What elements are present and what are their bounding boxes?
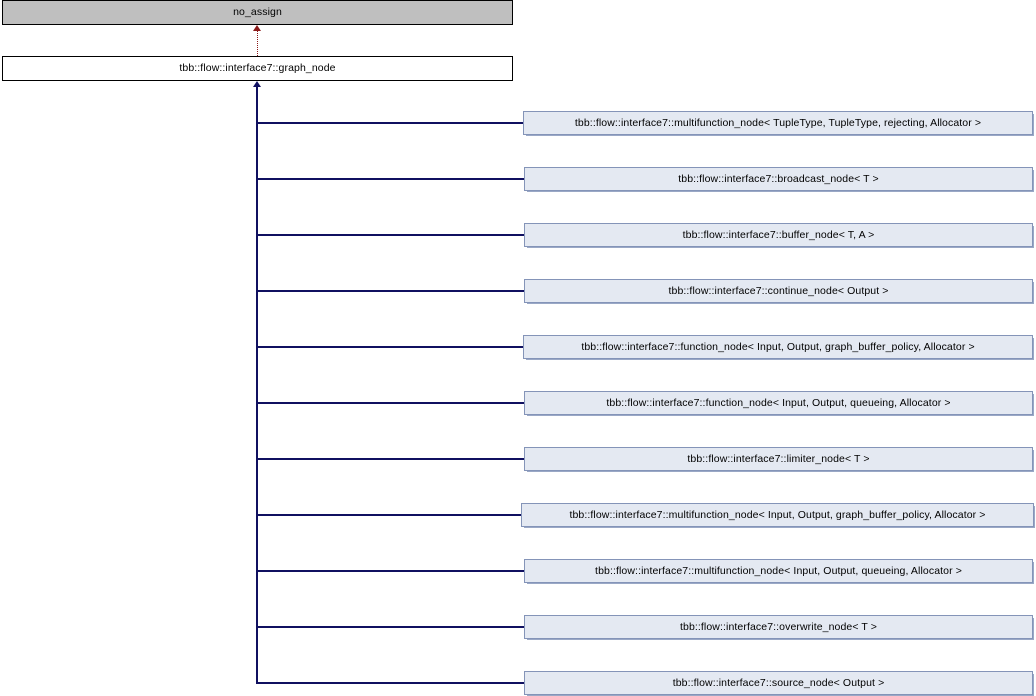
- class-label: tbb::flow::interface7::graph_node: [179, 62, 336, 75]
- class-box-overwrite-node[interactable]: tbb::flow::interface7::overwrite_node< T…: [524, 615, 1033, 639]
- class-label: no_assign: [233, 6, 282, 19]
- class-label: tbb::flow::interface7::continue_node< Ou…: [668, 284, 889, 297]
- class-box-no-assign[interactable]: no_assign: [2, 0, 513, 25]
- class-box-buffer-node[interactable]: tbb::flow::interface7::buffer_node< T, A…: [524, 223, 1033, 247]
- class-box-function-node-queueing[interactable]: tbb::flow::interface7::function_node< In…: [524, 391, 1033, 415]
- connector-trunk: [256, 86, 258, 684]
- class-label: tbb::flow::interface7::multifunction_nod…: [574, 116, 982, 129]
- class-box-multifunction-node-queueing[interactable]: tbb::flow::interface7::multifunction_nod…: [524, 559, 1033, 583]
- class-label: tbb::flow::interface7::multifunction_nod…: [595, 564, 962, 577]
- connector-branch: [256, 458, 524, 460]
- class-box-broadcast-node[interactable]: tbb::flow::interface7::broadcast_node< T…: [524, 167, 1033, 191]
- inheritance-edge-dotted: [257, 30, 258, 56]
- connector-branch: [256, 178, 524, 180]
- connector-branch: [256, 626, 524, 628]
- class-label: tbb::flow::interface7::function_node< In…: [581, 340, 975, 353]
- class-label: tbb::flow::interface7::overwrite_node< T…: [679, 620, 877, 633]
- class-box-function-node-graph-buffer-policy[interactable]: tbb::flow::interface7::function_node< In…: [523, 335, 1033, 359]
- class-label: tbb::flow::interface7::function_node< In…: [606, 396, 951, 409]
- class-label: tbb::flow::interface7::limiter_node< T >: [687, 452, 870, 465]
- class-box-multifunction-node-graph-buffer-policy[interactable]: tbb::flow::interface7::multifunction_nod…: [521, 503, 1034, 527]
- connector-branch: [256, 122, 524, 124]
- connector-branch: [256, 402, 524, 404]
- class-box-multifunction-node-tupletype[interactable]: tbb::flow::interface7::multifunction_nod…: [523, 111, 1033, 135]
- class-box-continue-node[interactable]: tbb::flow::interface7::continue_node< Ou…: [524, 279, 1033, 303]
- arrowhead-up-icon: [253, 81, 261, 87]
- class-label: tbb::flow::interface7::buffer_node< T, A…: [682, 228, 875, 241]
- connector-branch: [256, 514, 522, 516]
- class-label: tbb::flow::interface7::source_node< Outp…: [672, 676, 885, 689]
- class-box-limiter-node[interactable]: tbb::flow::interface7::limiter_node< T >: [524, 447, 1033, 471]
- arrowhead-up-icon: [253, 25, 261, 31]
- connector-branch: [256, 234, 524, 236]
- class-box-graph-node[interactable]: tbb::flow::interface7::graph_node: [2, 56, 513, 81]
- class-label: tbb::flow::interface7::broadcast_node< T…: [678, 172, 879, 185]
- connector-branch: [256, 346, 524, 348]
- connector-branch: [256, 682, 524, 684]
- class-label: tbb::flow::interface7::multifunction_nod…: [569, 508, 986, 521]
- connector-branch: [256, 290, 524, 292]
- class-box-source-node[interactable]: tbb::flow::interface7::source_node< Outp…: [524, 671, 1033, 695]
- connector-branch: [256, 570, 524, 572]
